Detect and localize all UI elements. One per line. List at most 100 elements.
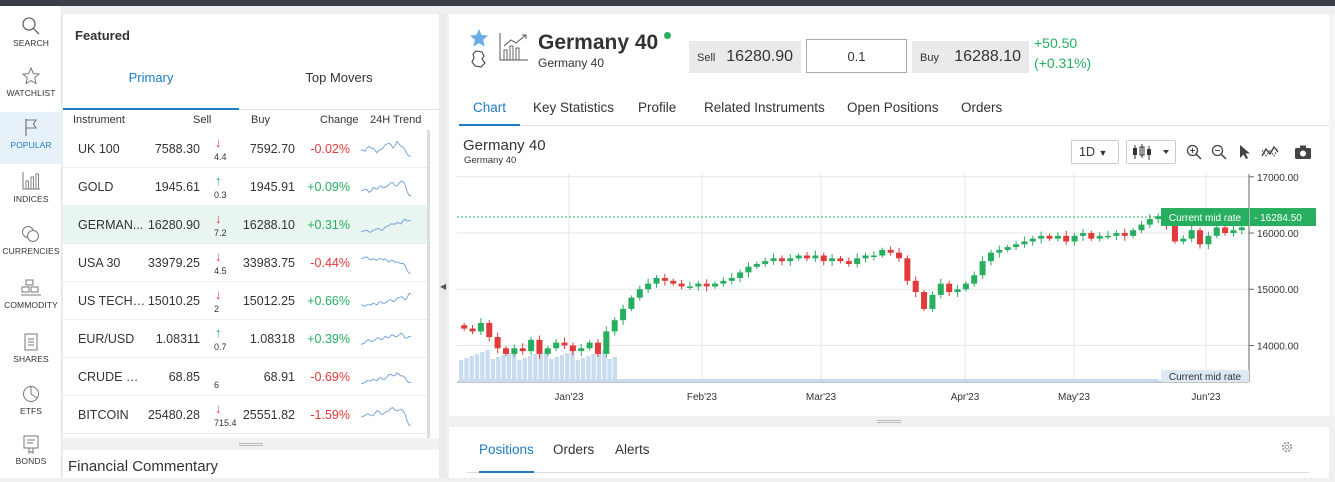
trend-sparkline [361, 140, 411, 157]
timeframe-select[interactable]: 1D ▼ [1071, 140, 1119, 164]
instrument-row[interactable]: CRUDE O... 68.85 6 68.91 -0.69% [63, 358, 427, 396]
change-percent: +0.09% [307, 180, 350, 194]
chart-title: Germany 40 [463, 137, 546, 154]
buy-button[interactable]: Buy 16288.10 [912, 41, 1029, 73]
candle-body [469, 328, 476, 332]
trend-sparkline [361, 256, 411, 274]
candle-body [695, 283, 702, 287]
indicators-icon[interactable] [1261, 144, 1279, 160]
candle-body [845, 261, 852, 264]
sell-price: 1.08311 [155, 332, 200, 346]
spread-value: 4.5 [214, 266, 227, 276]
candle-body [820, 255, 827, 262]
x-tick-label: Apr'23 [951, 392, 980, 403]
search-icon [22, 17, 40, 35]
tab-alerts[interactable]: Alerts [615, 442, 650, 457]
trend-sparkline [361, 293, 411, 307]
page-scrollbar[interactable] [1329, 14, 1335, 416]
cursor-icon[interactable] [1237, 144, 1253, 160]
tab-related-instruments[interactable]: Related Instruments [704, 100, 825, 115]
coins-icon [22, 226, 39, 242]
nav-item-currencies[interactable]: CURRENCIES [0, 220, 62, 272]
flag-icon [25, 119, 37, 136]
instrument-row[interactable]: BITCOIN 25480.28 ↓ 715.4 25551.82 -1.59% [63, 396, 427, 434]
nav-item-commodity[interactable]: COMMODITY [0, 274, 62, 326]
sell-button[interactable]: Sell 16280.90 [689, 41, 801, 73]
market-open-indicator [664, 32, 671, 39]
spread-value: 7.2 [214, 228, 227, 238]
germany-map-icon [471, 50, 486, 68]
instrument-row[interactable]: GERMAN... 16280.90 ↓ 7.2 16288.10 +0.31% [63, 206, 427, 244]
price-chart[interactable]: 17000.00 16000.00 15000.00 14000.00 Jan'23 Fe… [457, 174, 1323, 410]
tab-orders[interactable]: Orders [961, 100, 1003, 115]
tab-key-statistics[interactable]: Key Statistics [533, 100, 615, 115]
nav-label: WATCHLIST [6, 88, 56, 98]
candle-body [494, 337, 501, 349]
candle-body [511, 348, 518, 354]
volume-bar [464, 358, 469, 382]
nav-item-shares[interactable]: SHARES [0, 328, 62, 380]
zoom-in-icon[interactable] [1186, 144, 1202, 160]
nav-item-search[interactable]: SEARCH [0, 12, 62, 64]
change-percent: -0.44% [310, 256, 350, 270]
nav-item-watchlist[interactable]: WATCHLIST [0, 62, 62, 114]
tab-primary[interactable]: Primary [63, 64, 239, 110]
instrument-row[interactable]: EUR/USD 1.08311 ↑ 0.7 1.08318 +0.39% [63, 320, 427, 358]
positions-panel: Positions Orders Alerts [449, 427, 1329, 478]
document-icon [24, 333, 38, 351]
candle-body [636, 289, 643, 298]
quantity-input[interactable] [806, 39, 907, 73]
candle-body [1230, 230, 1237, 234]
instrument-name: US TECH ... [78, 294, 146, 308]
panel-resize-handle[interactable] [449, 416, 1329, 427]
candle-body [837, 258, 844, 262]
volume-bar [512, 351, 517, 382]
zoom-out-icon[interactable] [1211, 144, 1227, 160]
instrument-row[interactable]: USA 30 33979.25 ↓ 4.5 33983.75 -0.44% [63, 244, 427, 282]
instrument-row[interactable]: UK 100 7588.30 ↓ 4.4 7592.70 -0.02% [63, 130, 427, 168]
tab-top-movers[interactable]: Top Movers [305, 70, 373, 85]
nav-item-indices[interactable]: INDICES [0, 166, 62, 218]
nav-item-etfs[interactable]: ETFS [0, 380, 62, 432]
collapse-panel-handle[interactable]: ◀ [439, 14, 447, 478]
candle-body [645, 283, 652, 290]
volume-bar [575, 360, 580, 382]
candle-body [962, 283, 969, 290]
change-percent: -0.02% [310, 142, 350, 156]
nav-item-popular[interactable]: POPULAR [0, 112, 62, 164]
candle-body [594, 342, 601, 354]
candle-body [603, 331, 610, 354]
featured-title: Featured [75, 28, 130, 43]
camera-icon[interactable] [1294, 144, 1312, 160]
candle-body [536, 339, 543, 354]
instrument-name: GOLD [78, 180, 114, 194]
tab-profile[interactable]: Profile [638, 100, 677, 115]
x-tick-label: Jun'23 [1191, 392, 1221, 403]
instrument-row[interactable]: US TECH ... 15010.25 ↓ 2 15012.25 +0.66% [63, 282, 427, 320]
candle-body [1096, 235, 1103, 239]
tab-open-positions[interactable]: Open Positions [847, 100, 939, 115]
trend-sparkline [361, 372, 411, 385]
y-tick-label: 16000.00 [1257, 229, 1299, 240]
nav-label: POPULAR [10, 140, 52, 150]
candle-body [929, 294, 936, 309]
volume-rate-label: Current mid rate [1169, 372, 1242, 383]
nav-item-bonds[interactable]: BONDS [0, 430, 62, 482]
arrow-down-icon: ↓ [215, 287, 222, 302]
list-scrollbar[interactable] [427, 130, 430, 440]
chart-type-select[interactable] [1126, 140, 1176, 164]
instrument-row[interactable]: GOLD 1945.61 ↑ 0.3 1945.91 +0.09% [63, 168, 427, 206]
candle-body [1188, 230, 1195, 239]
settings-gear-icon[interactable] [1280, 440, 1294, 454]
spread-value: 715.4 [214, 418, 237, 428]
favorite-star-icon[interactable] [469, 28, 489, 48]
tab-orders[interactable]: Orders [553, 442, 595, 457]
tab-chart[interactable]: Chart [459, 100, 521, 126]
buy-price: 7592.70 [249, 142, 295, 156]
candle-body [678, 283, 685, 287]
candle-body [1121, 233, 1128, 236]
tab-positions[interactable]: Positions [479, 442, 534, 473]
panel-resize-handle[interactable] [63, 438, 439, 450]
volume-bar [565, 353, 570, 382]
nav-label: SHARES [13, 354, 49, 364]
